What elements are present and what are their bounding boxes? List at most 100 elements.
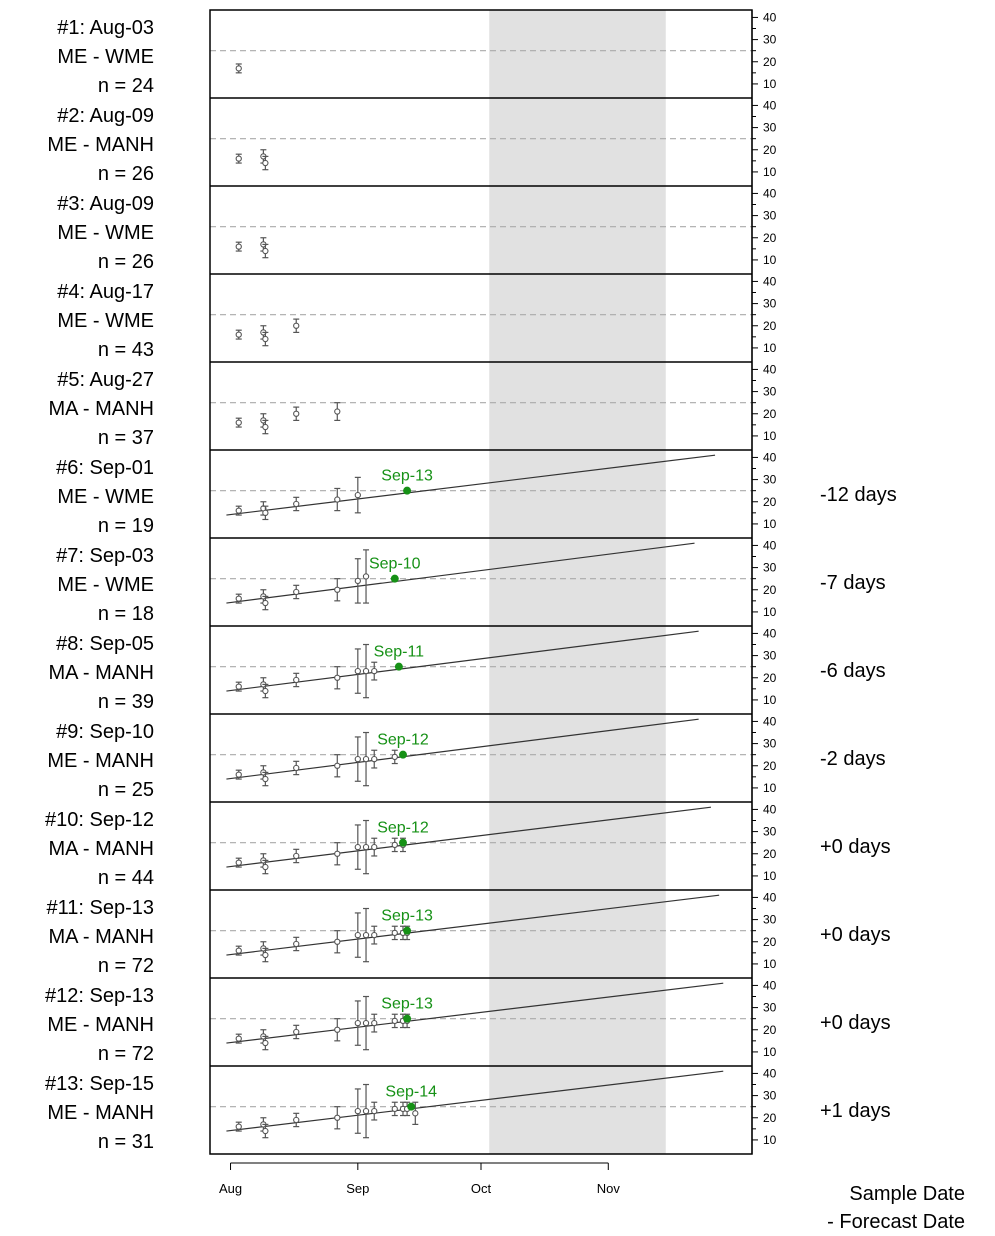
data-point — [334, 1026, 341, 1033]
data-point — [391, 841, 398, 849]
data-point — [235, 1035, 242, 1042]
data-point — [362, 573, 370, 580]
panel-sample-size: n = 26 — [98, 251, 154, 273]
y-tick-label: 40 — [763, 538, 777, 552]
y-tick-label: 40 — [763, 186, 777, 200]
y-tick-label: 30 — [763, 561, 777, 575]
data-point — [334, 496, 341, 503]
panel-region: ME - WME — [57, 574, 154, 596]
forecast-label: Sep-13 — [381, 468, 433, 485]
panel-region: MA - MANH — [48, 926, 154, 948]
day-offset-label: +0 days — [820, 1012, 891, 1034]
panel-sample-size: n = 39 — [98, 691, 154, 713]
data-point — [235, 507, 242, 514]
data-point — [235, 243, 242, 250]
data-point — [362, 843, 370, 851]
data-point — [334, 762, 341, 769]
data-point — [293, 676, 300, 684]
y-tick-label: 40 — [763, 450, 777, 464]
day-offset-label: -12 days — [820, 484, 897, 506]
panel-region: ME - WME — [57, 46, 154, 68]
y-tick-label: 30 — [763, 825, 777, 839]
y-tick-label: 30 — [763, 209, 777, 223]
data-point — [391, 753, 398, 761]
forecast-label: Sep-12 — [377, 820, 429, 837]
footer-forecast-date: - Forecast Date — [827, 1211, 965, 1233]
data-point — [262, 509, 269, 516]
data-point — [391, 1105, 398, 1113]
panel-title: #3: Aug-09 — [57, 193, 154, 215]
data-point — [362, 931, 370, 939]
x-tick-label: Aug — [219, 1181, 242, 1196]
data-point — [354, 843, 361, 851]
data-point — [235, 595, 242, 602]
data-point — [293, 500, 300, 508]
y-tick-label: 10 — [763, 77, 777, 91]
data-point — [371, 755, 378, 763]
data-point — [262, 1039, 269, 1047]
panel-region: MA - MANH — [48, 838, 154, 860]
panel-sample-size: n = 18 — [98, 603, 154, 625]
y-tick-label: 20 — [763, 759, 777, 773]
forecast-point — [407, 1102, 416, 1111]
data-point — [293, 588, 300, 596]
y-tick-label: 40 — [763, 978, 777, 992]
data-point — [235, 65, 242, 72]
data-point — [334, 938, 341, 945]
panel-title: #6: Sep-01 — [56, 457, 154, 479]
data-point — [354, 755, 361, 763]
data-point — [293, 410, 300, 417]
panel-region: ME - WME — [57, 222, 154, 244]
panel-region: ME - MANH — [47, 134, 154, 156]
y-tick-label: 20 — [763, 671, 777, 685]
data-point — [262, 1127, 269, 1135]
forecast-point — [403, 486, 412, 495]
data-point — [334, 850, 341, 857]
panel-title: #13: Sep-15 — [45, 1073, 154, 1095]
forecast-point — [394, 662, 403, 671]
plot-frame — [209, 9, 753, 1155]
forecast-label: Sep-14 — [385, 1084, 437, 1101]
day-offset-label: -2 days — [820, 748, 886, 770]
panel-region: ME - MANH — [47, 750, 154, 772]
panel-title: #2: Aug-09 — [57, 105, 154, 127]
data-point — [371, 843, 378, 851]
data-point — [334, 586, 341, 593]
y-tick-label: 20 — [763, 1111, 777, 1125]
panel-sample-size: n = 43 — [98, 339, 154, 361]
panel-sample-size: n = 72 — [98, 1043, 154, 1065]
panel-sample-size: n = 24 — [98, 75, 154, 97]
panel-region: ME - MANH — [47, 1102, 154, 1124]
x-tick-label: Sep — [346, 1181, 369, 1196]
y-tick-label: 10 — [763, 253, 777, 267]
data-point — [262, 159, 269, 167]
data-point — [235, 947, 242, 954]
trend-line — [226, 1070, 724, 1132]
forecast-label: Sep-13 — [381, 908, 433, 925]
trend-line — [226, 454, 716, 516]
y-tick-label: 40 — [763, 10, 777, 24]
day-offset-label: +0 days — [820, 836, 891, 858]
data-point — [293, 1028, 300, 1036]
y-tick-label: 10 — [763, 517, 777, 531]
day-offset-label: +0 days — [820, 924, 891, 946]
panel-title: #11: Sep-13 — [47, 897, 155, 919]
y-tick-label: 30 — [763, 913, 777, 927]
data-point — [262, 423, 269, 431]
y-tick-label: 20 — [763, 55, 777, 69]
y-tick-label: 10 — [763, 341, 777, 355]
data-point — [371, 1107, 378, 1115]
y-tick-label: 40 — [763, 802, 777, 816]
x-tick-label: Oct — [471, 1181, 492, 1196]
y-tick-label: 20 — [763, 847, 777, 861]
data-point — [235, 771, 242, 778]
panel-region: MA - MANH — [48, 398, 154, 420]
data-point — [262, 247, 269, 255]
forecast-point — [398, 838, 407, 847]
panel-region: ME - WME — [57, 310, 154, 332]
panel-region: ME - MANH — [47, 1014, 154, 1036]
footer-sample-date: Sample Date — [849, 1183, 965, 1205]
day-offset-label: -7 days — [820, 572, 886, 594]
data-point — [391, 1017, 398, 1025]
y-tick-label: 30 — [763, 33, 777, 47]
